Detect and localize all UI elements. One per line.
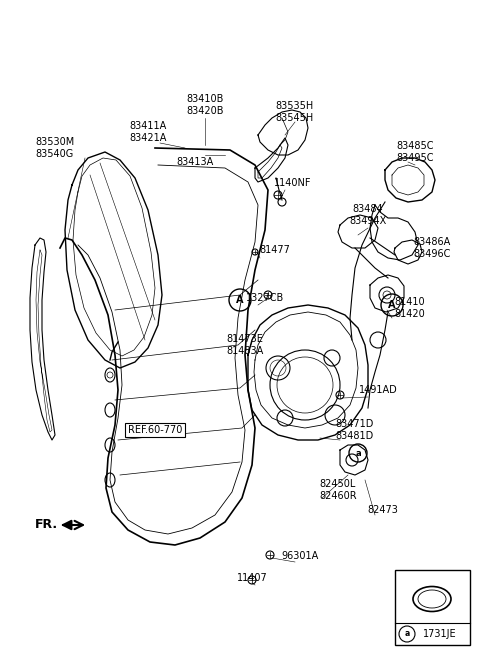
Text: 81477: 81477 bbox=[260, 245, 290, 255]
Text: 82473: 82473 bbox=[368, 505, 398, 515]
Text: 96301A: 96301A bbox=[281, 551, 319, 561]
Text: 83486A
83496C: 83486A 83496C bbox=[413, 237, 451, 259]
Text: A: A bbox=[388, 300, 396, 310]
Text: 1140NF: 1140NF bbox=[274, 178, 312, 188]
Text: 11407: 11407 bbox=[237, 573, 267, 583]
Text: 81410
81420: 81410 81420 bbox=[395, 297, 425, 319]
Text: 83484
83494X: 83484 83494X bbox=[349, 204, 386, 226]
Text: 83413A: 83413A bbox=[176, 157, 214, 167]
Text: 1731JE: 1731JE bbox=[423, 629, 456, 639]
Text: 83471D
83481D: 83471D 83481D bbox=[336, 419, 374, 441]
Text: 83411A
83421A: 83411A 83421A bbox=[129, 121, 167, 143]
FancyBboxPatch shape bbox=[395, 570, 470, 645]
Text: a: a bbox=[404, 629, 409, 639]
Text: REF.60-770: REF.60-770 bbox=[128, 425, 182, 435]
Text: 83535H
83545H: 83535H 83545H bbox=[276, 101, 314, 123]
Text: 81473E
81483A: 81473E 81483A bbox=[227, 334, 264, 356]
Text: a: a bbox=[355, 449, 361, 457]
Text: FR.: FR. bbox=[35, 518, 58, 532]
Text: 83485C
83495C: 83485C 83495C bbox=[396, 141, 434, 163]
Text: A: A bbox=[236, 295, 244, 305]
Text: 82450L
82460R: 82450L 82460R bbox=[319, 479, 357, 501]
Text: 83530M
83540G: 83530M 83540G bbox=[36, 137, 74, 159]
Text: 1491AD: 1491AD bbox=[359, 385, 397, 395]
Text: 1327CB: 1327CB bbox=[246, 293, 284, 303]
Text: 83410B
83420B: 83410B 83420B bbox=[186, 94, 224, 116]
